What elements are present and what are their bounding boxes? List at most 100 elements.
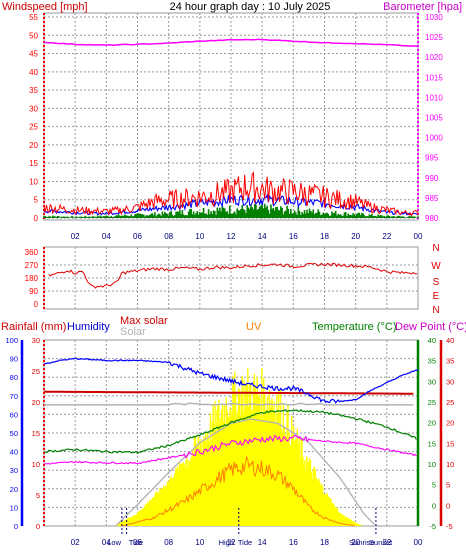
wind-gust-line: [43, 171, 419, 217]
wind-panel-series: [43, 38, 419, 218]
dewpoint-tick-label: 15: [446, 439, 454, 448]
humidity-tick-label: 60: [10, 410, 18, 419]
temperature-tick-label: 10: [428, 460, 436, 469]
time-tick-label: 08: [164, 538, 173, 547]
time-tick-label: 10: [195, 538, 204, 547]
temperature-tick-label: 35: [428, 357, 436, 366]
rainfall-axis-label: Rainfall (mm): [1, 321, 66, 333]
compass-letter: N: [432, 305, 439, 316]
direction-tick-label: 360: [25, 248, 39, 257]
direction-tick-label: 90: [29, 287, 38, 296]
windspeed-tick-label: 5: [34, 196, 39, 205]
barometer-tick-label: 1025: [425, 33, 443, 42]
windspeed-axis-label: Windspeed [mph]: [2, 1, 88, 13]
temperature-tick-label: 15: [428, 439, 436, 448]
windspeed-tick-label: 0: [34, 214, 39, 223]
dewpoint-tick-label: 25: [446, 398, 454, 407]
humidity-tick-label: 90: [10, 355, 18, 364]
compass-letter: W: [431, 261, 441, 272]
time-tick-label: 16: [289, 538, 298, 547]
barometer-axis-label: Barometer [hpa]: [383, 1, 462, 13]
dewpoint-tick-label: 5: [446, 481, 450, 490]
barometer-line: [43, 38, 419, 48]
time-tick-label: 18: [320, 538, 329, 547]
time-tick-label: 06: [133, 538, 142, 547]
humidity-tick-label: 20: [10, 485, 18, 494]
time-tick-label: 14: [258, 232, 267, 241]
direction-tick-label: 270: [25, 261, 39, 270]
direction-panel-series: [48, 262, 418, 289]
humidity-tick-label: 40: [10, 448, 18, 457]
humidity-tick-label: 30: [10, 466, 18, 475]
compass-letter: S: [433, 277, 440, 288]
temperature-tick-label: 30: [428, 377, 436, 386]
temperature-tick-label: 20: [428, 419, 436, 428]
windspeed-tick-label: 20: [29, 141, 38, 150]
barometer-tick-label: 1030: [425, 13, 443, 22]
dewpoint-tick-label: 40: [446, 336, 454, 345]
graph-title: 24 hour graph day : 10 July 2025: [170, 1, 331, 13]
windspeed-tick-label: 55: [29, 13, 38, 22]
wind-direction-line: [48, 262, 418, 289]
solar-reference-line: [44, 402, 414, 406]
rainfall-tick-label: 30: [32, 336, 40, 345]
dewpoint-axis-label: Dew Point (°C): [395, 321, 466, 333]
barometer-tick-label: 1010: [425, 93, 443, 102]
rainfall-tick-label: 10: [32, 460, 40, 469]
humidity-tick-label: 10: [10, 503, 18, 512]
time-tick-label: 12: [227, 538, 236, 547]
time-tick-label: 14: [258, 538, 267, 547]
rainfall-tick-label: 15: [32, 429, 40, 438]
barometer-tick-label: 1005: [425, 114, 443, 123]
dewpoint-tick-label: -5: [446, 522, 453, 531]
direction-panel-grid: [43, 247, 419, 309]
wind-panel-tick-labels: 0510152025303540455055980985990995100010…: [29, 13, 443, 241]
dewpoint-tick-label: 20: [446, 419, 454, 428]
humidity-tick-label: 50: [10, 429, 18, 438]
time-tick-label: 12: [227, 232, 236, 241]
event-marker-label: Sunset: [369, 538, 393, 547]
wind-average-line: [43, 193, 418, 216]
barometer-tick-label: 995: [425, 154, 439, 163]
humidity-tick-label: 80: [10, 373, 18, 382]
barometer-tick-label: 980: [425, 214, 439, 223]
time-tick-label: 02: [71, 538, 80, 547]
barometer-tick-label: 1015: [425, 73, 443, 82]
temperature-axis-label: Temperature (°C): [312, 321, 396, 333]
dewpoint-tick-label: 10: [446, 460, 454, 469]
temperature-tick-label: -5: [429, 522, 436, 531]
max-solar-reference-line: [43, 390, 414, 395]
time-tick-label: 04: [102, 538, 111, 547]
time-tick-label: 00: [414, 232, 423, 241]
max-solar-curve: [115, 418, 375, 527]
humidity-axis-label: Humidity: [67, 321, 110, 333]
time-tick-label: 18: [320, 232, 329, 241]
dewpoint-tick-label: 35: [446, 357, 454, 366]
event-marker-label: Tide: [238, 538, 252, 547]
rainfall-tick-label: 0: [36, 522, 40, 531]
humidity-line: [43, 357, 419, 404]
time-tick-label: 00: [414, 538, 423, 547]
humidity-tick-label: 0: [14, 522, 18, 531]
barometer-tick-label: 1020: [425, 53, 443, 62]
dewpoint-line: [43, 434, 417, 465]
event-marker-label: Tide: [129, 538, 143, 547]
uv-line: [121, 455, 356, 527]
event-marker-label: Sunrise: [349, 538, 374, 547]
windspeed-tick-label: 40: [29, 68, 38, 77]
temperature-tick-label: 25: [428, 398, 436, 407]
temperature-panel-tick-labels: 0102030405060708090100051015202530-50510…: [5, 336, 454, 547]
event-marker-label: Low: [107, 538, 121, 547]
solar-label: Solar: [120, 326, 146, 338]
temperature-tick-label: 40: [428, 336, 436, 345]
temperature-tick-label: 0: [432, 501, 436, 510]
event-marker-label: High: [219, 538, 234, 547]
windspeed-tick-label: 25: [29, 123, 38, 132]
time-tick-label: 06: [133, 232, 142, 241]
time-tick-label: 20: [351, 232, 360, 241]
dewpoint-tick-label: 0: [446, 501, 450, 510]
barometer-tick-label: 990: [425, 174, 439, 183]
direction-tick-label: 180: [25, 274, 39, 283]
